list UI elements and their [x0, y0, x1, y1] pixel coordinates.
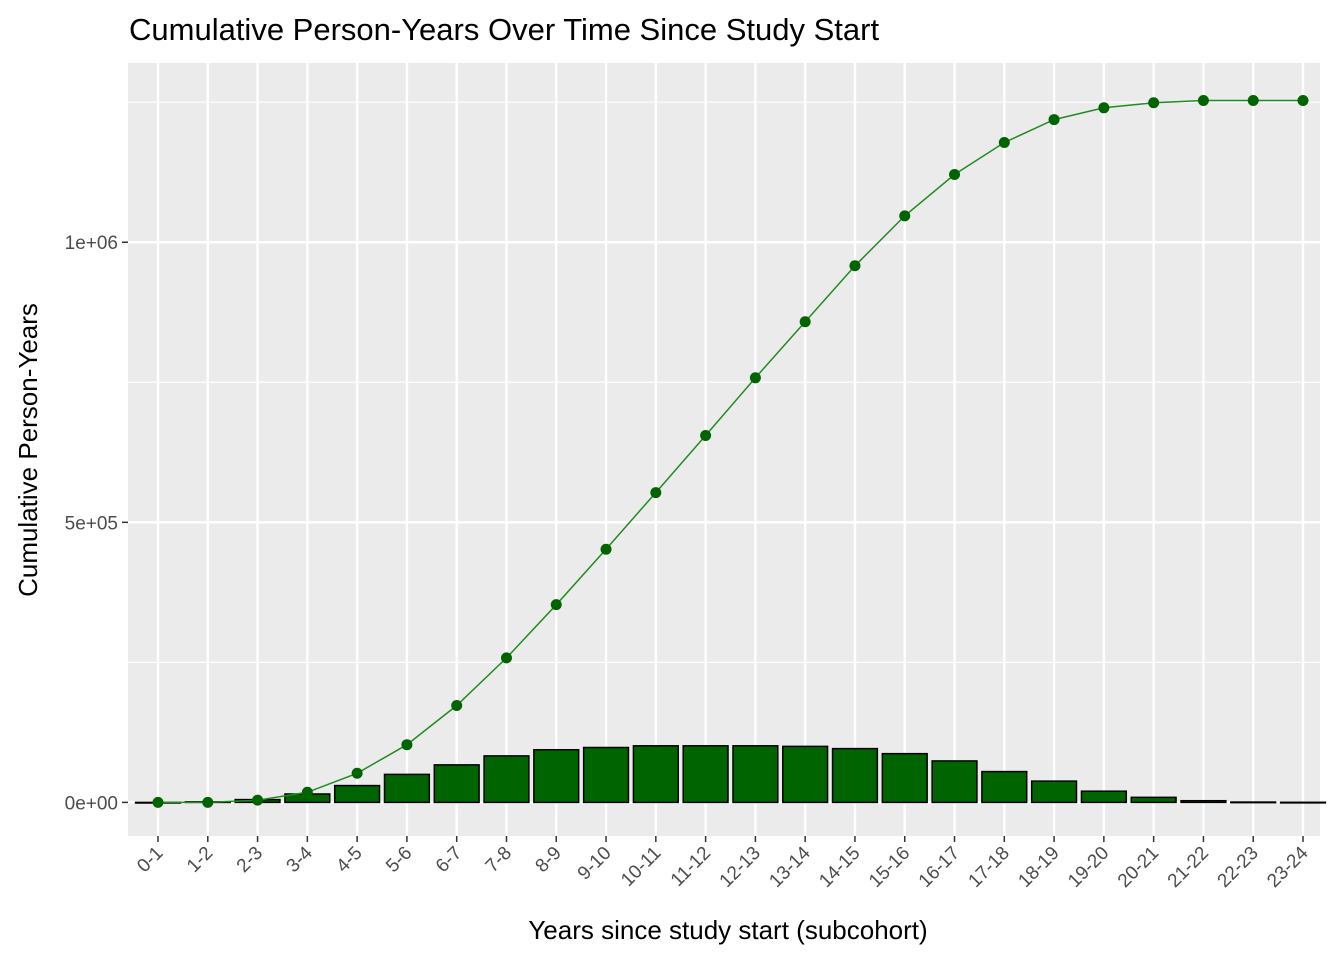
bar: [732, 745, 779, 804]
bar: [782, 745, 829, 804]
data-point: [500, 652, 512, 664]
x-axis-title: Years since study start (subcohort): [528, 915, 927, 945]
data-point: [1048, 114, 1060, 126]
y-axis: 0e+00 5e+05 1e+06: [65, 233, 128, 814]
data-point: [949, 168, 961, 180]
x-tick-label: 23-24: [1263, 842, 1313, 892]
bar: [931, 760, 978, 804]
bar: [1080, 790, 1128, 804]
bar: [831, 747, 879, 804]
data-point: [152, 796, 164, 808]
x-tick-label: 9-10: [574, 843, 616, 885]
data-point: [1297, 95, 1309, 107]
data-point: [550, 599, 562, 611]
x-tick-label: 14-15: [815, 843, 864, 892]
bar: [632, 745, 679, 804]
x-tick-label: 22-23: [1214, 843, 1263, 892]
series-line: [158, 99, 1303, 804]
y-tick-label: 0e+00: [65, 793, 118, 814]
data-point: [1148, 97, 1160, 109]
data-point: [252, 794, 264, 806]
x-tick-label: 17-18: [965, 843, 1014, 892]
grid-minor: [128, 101, 1320, 663]
x-tick-label: 11-12: [667, 843, 715, 891]
x-tick-label: 21-22: [1164, 843, 1213, 892]
grid-major: [128, 63, 1320, 836]
x-tick-label: 5-6: [382, 843, 416, 877]
x-tick-label: 3-4: [283, 842, 318, 877]
x-tick-label: 8-9: [532, 843, 566, 877]
data-point: [700, 429, 712, 441]
x-tick-label: 2-3: [233, 843, 267, 877]
x-tick-label: 1-2: [183, 843, 217, 877]
chart-title: Cumulative Person-Years Over Time Since …: [129, 12, 879, 47]
bar: [881, 752, 928, 804]
bar: [682, 745, 729, 804]
bar: [582, 746, 630, 804]
data-point: [899, 210, 911, 222]
x-tick-label: 16-17: [915, 843, 964, 892]
x-tick-label: 20-21: [1114, 843, 1163, 892]
plot-panel: [128, 63, 1320, 836]
x-axis: 0-1 1-2 2-3 3-4 4-5 5-6 6-7 7-8 8-9 9-10 10-11 11-1…: [133, 836, 1313, 892]
x-tick-label: 13-14: [765, 842, 815, 892]
data-point: [600, 543, 612, 555]
data-point: [401, 739, 413, 751]
data-point: [351, 767, 363, 779]
y-tick-label: 5e+05: [65, 513, 118, 534]
bar: [1030, 780, 1078, 804]
data-point: [1098, 102, 1110, 114]
x-tick-label: 10-11: [617, 843, 665, 891]
data-point: [451, 699, 463, 711]
line-series: [152, 95, 1309, 808]
bar: [333, 784, 381, 804]
x-tick-label: 0-1: [133, 843, 167, 877]
y-tick-label: 1e+06: [65, 233, 118, 254]
data-point: [1247, 95, 1259, 107]
bar: [981, 770, 1028, 804]
data-point: [1197, 95, 1209, 107]
data-point: [799, 316, 811, 328]
data-point: [749, 372, 761, 384]
data-point: [301, 786, 313, 798]
y-axis-title: Cumulative Person-Years: [13, 303, 43, 597]
data-point: [998, 137, 1010, 149]
data-point: [849, 260, 861, 272]
x-tick-label: 18-19: [1014, 843, 1063, 892]
x-tick-label: 4-5: [332, 843, 366, 877]
bar-series: [134, 745, 1327, 804]
bar: [1180, 799, 1227, 804]
x-tick-label: 7-8: [482, 843, 516, 877]
bar: [1230, 801, 1277, 804]
data-point: [650, 487, 662, 499]
bar: [1130, 796, 1177, 804]
x-tick-label: 12-13: [716, 843, 765, 892]
x-tick-label: 15-16: [865, 843, 914, 892]
bar: [1279, 801, 1327, 804]
bar: [483, 755, 530, 804]
bar: [433, 764, 480, 804]
x-tick-label: 6-7: [432, 843, 466, 877]
data-point: [202, 796, 214, 808]
bar: [383, 773, 431, 804]
x-tick-label: 19-20: [1064, 843, 1113, 892]
bar: [533, 748, 580, 804]
